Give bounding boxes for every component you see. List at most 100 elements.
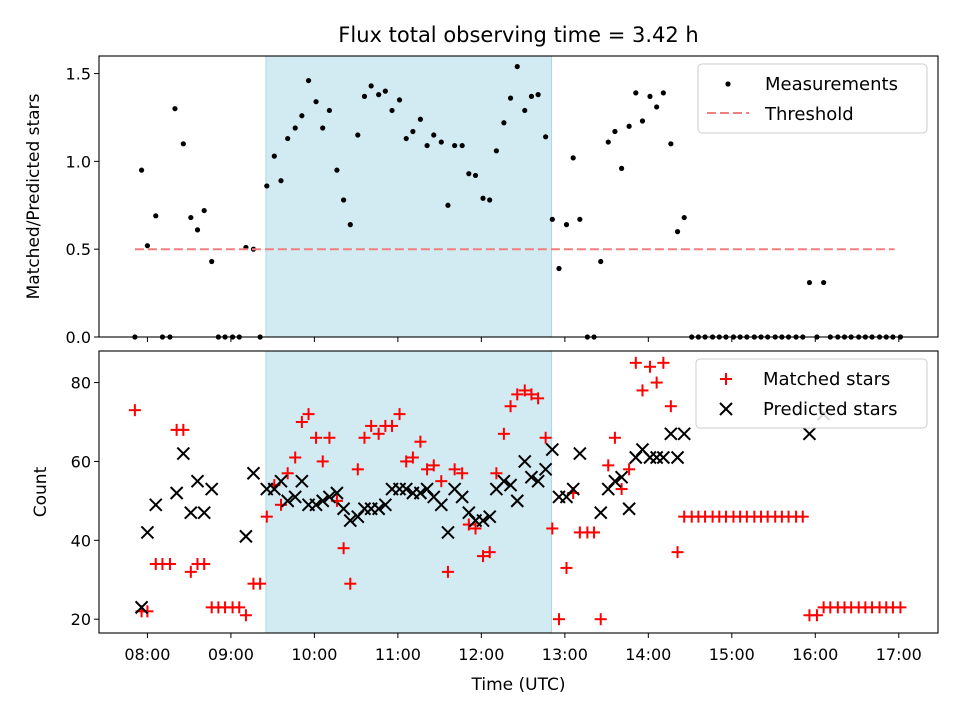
matched-stars-point xyxy=(289,451,302,464)
matched-stars-point xyxy=(629,356,642,369)
measurement-point xyxy=(438,139,444,145)
measurement-point xyxy=(668,141,674,147)
predicted-stars-point xyxy=(413,486,428,500)
predicted-stars-point xyxy=(169,486,184,500)
predicted-stars-point xyxy=(441,525,455,540)
x-tick-label: 11:00 xyxy=(375,645,421,664)
predicted-stars-point xyxy=(204,482,219,496)
predicted-stars-point xyxy=(524,470,539,484)
legend-matched-marker xyxy=(720,373,732,385)
bottom-legend: Matched stars Predicted stars xyxy=(695,358,928,429)
matched-stars-point xyxy=(260,510,273,523)
predicted-stars-point xyxy=(510,494,524,508)
predicted-stars-point xyxy=(280,494,295,508)
x-axis-label: Time (UTC) xyxy=(471,675,566,695)
measurement-point xyxy=(431,132,437,138)
legend-matched-label: Matched stars xyxy=(763,369,890,390)
measurement-point xyxy=(264,183,270,189)
top-y-tick-label: 1.0 xyxy=(66,152,91,171)
predicted-stars-point xyxy=(140,525,155,540)
predicted-stars-point xyxy=(316,494,330,508)
measurement-point xyxy=(452,142,458,149)
matched-stars-point xyxy=(810,609,823,622)
bottom-y-axis-label: Count xyxy=(31,466,51,517)
top-y-tick-label: 1.5 xyxy=(66,65,91,84)
predicted-stars-point xyxy=(503,478,518,492)
measurement-point xyxy=(626,123,632,129)
measurement-point xyxy=(368,83,374,89)
matched-stars-point xyxy=(796,510,809,523)
measurement-point xyxy=(188,214,194,221)
bottom-y-tick-label: 20 xyxy=(71,610,91,629)
measurement-point xyxy=(334,167,340,173)
predicted-stars-point xyxy=(482,509,497,524)
bottom-y-axis: 20 40 60 80 xyxy=(71,374,99,629)
bottom-panel: 20 40 60 80 08:00 09:00 10:00 11:00 12:00 13:00 1… xyxy=(31,350,939,695)
measurement-point xyxy=(528,93,535,99)
measurement-point xyxy=(647,93,653,99)
measurement-point xyxy=(299,113,305,119)
measurement-point xyxy=(347,222,353,228)
predicted-stars-point xyxy=(476,513,490,528)
predicted-stars-point xyxy=(239,529,253,544)
matched-stars-point xyxy=(351,463,364,476)
top-y-tick-label: 0.0 xyxy=(66,328,91,347)
matched-stars-point xyxy=(281,467,294,480)
matched-stars-point xyxy=(532,392,545,405)
measurement-point xyxy=(194,227,201,233)
predicted-stars-point xyxy=(399,482,413,496)
measurement-point xyxy=(598,258,604,265)
predicted-stars-point xyxy=(664,427,678,441)
measurement-point xyxy=(396,97,403,103)
predicted-stars-point xyxy=(371,502,386,516)
matched-stars-point xyxy=(594,613,607,626)
bottom-plot-frame xyxy=(98,350,939,634)
predicted-stars-point xyxy=(274,474,288,488)
measurement-point xyxy=(445,202,451,208)
x-tick-label: 15:00 xyxy=(709,645,755,664)
measurement-point xyxy=(493,148,499,154)
measurement-point xyxy=(514,63,520,70)
matched-stars-point xyxy=(552,613,565,626)
measurement-point xyxy=(209,258,215,265)
x-tick-label: 12:00 xyxy=(458,645,504,664)
matched-stars-point xyxy=(406,451,419,464)
matched-stars-point xyxy=(483,546,496,559)
matched-stars-point xyxy=(518,384,531,397)
matched-stars-point xyxy=(310,431,323,444)
top-plot-frame xyxy=(98,55,939,338)
bottom-y-tick-label: 80 xyxy=(71,374,91,393)
measurement-point xyxy=(285,135,291,142)
matched-stars-point xyxy=(441,565,454,578)
measurement-point xyxy=(577,216,583,222)
measurement-point xyxy=(501,120,507,126)
bottom-y-tick-label: 60 xyxy=(71,452,91,471)
legend-predicted-label: Predicted stars xyxy=(763,399,897,420)
matched-stars-point xyxy=(477,550,490,563)
measurement-point xyxy=(144,243,151,249)
predicted-stars-point xyxy=(309,498,323,512)
predicted-stars-point xyxy=(295,474,309,488)
predicted-stars-point xyxy=(455,490,469,504)
matched-stars-point xyxy=(128,404,141,417)
top-y-axis-label: Matched/Predicted stars xyxy=(24,93,44,299)
measurement-point xyxy=(556,265,562,272)
measurement-point xyxy=(271,153,277,159)
predicted-stars-point xyxy=(622,502,636,516)
x-tick-label: 14:00 xyxy=(625,645,671,664)
matched-stars-point xyxy=(497,427,510,440)
predicted-stars-point xyxy=(288,490,302,504)
matched-stars-point xyxy=(511,388,524,401)
predicted-stars-point xyxy=(322,490,337,504)
matched-stars-point xyxy=(316,455,329,468)
measurement-point xyxy=(410,128,416,135)
matched-stars-point xyxy=(623,463,636,476)
matched-stars-point xyxy=(650,376,663,389)
matched-stars-point xyxy=(657,356,670,369)
predicted-stars-point xyxy=(149,498,163,512)
matched-stars-point xyxy=(456,467,469,480)
top-y-axis: 0.0 0.5 1.0 1.5 xyxy=(66,65,99,347)
matched-stars-point xyxy=(386,419,399,432)
matched-stars-point xyxy=(421,463,434,476)
measurement-point xyxy=(480,195,486,201)
